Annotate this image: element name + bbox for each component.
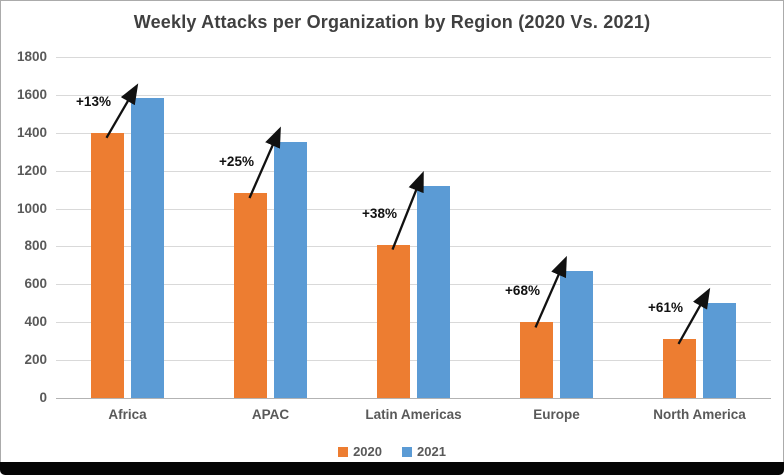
category-label: North America: [653, 407, 746, 422]
legend-item-2020: 2020: [338, 444, 382, 459]
legend-item-2021: 2021: [402, 444, 446, 459]
pct-change-annotation: +25%: [219, 154, 254, 170]
category-label: Europe: [533, 407, 580, 422]
bar-2020-latin-americas: [377, 244, 410, 398]
gridline: [56, 57, 771, 58]
chart-title: Weekly Attacks per Organization by Regio…: [133, 12, 651, 32]
y-axis-tick-label: 400: [24, 314, 47, 330]
chart-frame: Weekly Attacks per Organization by Regio…: [0, 0, 784, 463]
y-axis-tick-label: 200: [24, 352, 47, 368]
gridline: [56, 360, 771, 362]
plot-area: 0 200 400 600 800 1000 1200 1400 1600 1800 Africa +…: [1, 1, 783, 463]
pct-change-annotation: +68%: [505, 283, 540, 299]
bar-2021-latin-americas: [417, 186, 450, 398]
bar-2020-north-america: [663, 338, 696, 398]
bar-2021-apac: [274, 141, 307, 398]
window-bottom-edge: [0, 462, 784, 475]
bar-2021-africa: [131, 98, 164, 398]
legend-swatch-icon: [402, 446, 412, 457]
category-label: Africa: [108, 407, 147, 422]
y-axis-tick-label: 1000: [16, 200, 47, 216]
gridline: [56, 284, 771, 286]
bar-2021-north-america: [703, 302, 736, 398]
category-label: APAC: [251, 407, 290, 422]
legend-swatch-icon: [338, 446, 349, 457]
y-axis-tick-label: 0: [39, 390, 47, 405]
y-axis-tick-label: 1800: [16, 49, 47, 64]
legend-label: 2021: [417, 444, 446, 459]
pct-change-annotation: +38%: [362, 205, 397, 221]
gridline: [56, 132, 771, 134]
pct-change-annotation: +61%: [648, 299, 683, 315]
bar-2021-europe: [560, 271, 593, 398]
bar-2020-africa: [91, 132, 124, 398]
y-axis-tick-label: 1400: [16, 124, 47, 140]
bar-2020-apac: [234, 193, 267, 398]
category-label: Latin Americas: [365, 407, 462, 422]
y-axis-tick-label: 600: [24, 276, 47, 292]
legend: 2020 2021: [1, 444, 783, 459]
y-axis-tick-label: 800: [24, 238, 47, 254]
bar-2020-europe: [520, 322, 553, 398]
gridline: [56, 322, 771, 324]
x-axis-line: [56, 398, 771, 399]
pct-change-annotation: +13%: [76, 93, 111, 109]
y-axis-tick-label: 1600: [16, 86, 47, 102]
y-axis-tick-label: 1200: [16, 162, 47, 178]
gridline: [56, 94, 771, 96]
legend-label: 2020: [353, 444, 382, 459]
